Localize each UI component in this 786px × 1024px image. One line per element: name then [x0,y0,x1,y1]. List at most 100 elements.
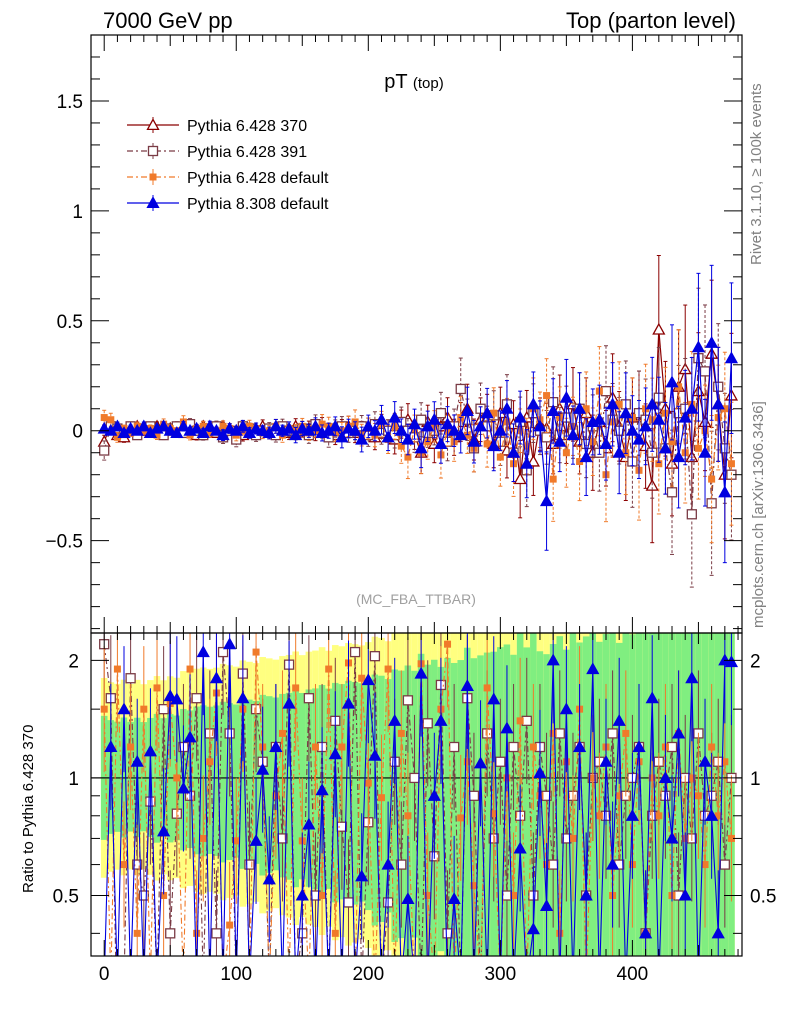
legend-marker [146,118,160,131]
ratio-point-pythia-8-308-default [513,841,527,854]
ratio-point-pythia-6-428-391 [244,859,255,870]
ratio-point-pythia-6-428-default [331,929,339,937]
data-point-pythia-8-308-default [533,419,547,432]
data-point-pythia-6-428-default [107,416,115,424]
ratio-point-pythia-6-428-default [186,665,194,673]
legend-label: Pythia 6.428 370 [187,118,307,135]
ratio-band-green [325,688,332,889]
ratio-band-green [483,652,491,956]
ratio-point-pythia-6-428-391 [422,718,433,729]
ratio-point-pythia-8-308-default [678,888,692,901]
data-point-pythia-8-308-default [421,419,435,432]
ratio-point-pythia-6-428-default [338,743,346,751]
ratio-point-pythia-8-308-default [625,808,640,821]
ratio-point-pythia-8-308-default [586,662,600,675]
ratio-point-pythia-6-428-default [549,729,557,737]
chart-title: pT (top) [384,71,443,93]
ratio-point-pythia-6-428-default [483,684,491,692]
ratio-point-pythia-6-428-default [727,834,735,842]
ratio-point-pythia-6-428-391 [125,673,136,684]
ratio-point-pythia-8-308-default [487,692,501,705]
ratio-point-pythia-8-308-default [672,726,686,739]
ratio-point-pythia-6-428-default [516,717,524,725]
data-point-pythia-6-428-391 [415,414,427,425]
data-point-pythia-8-308-default [566,428,580,441]
data-point-pythia-6-428-default [100,414,108,422]
ratio-y-tick-label-right: 1 [750,769,761,790]
data-point-pythia-6-428-391 [686,509,697,520]
data-point-pythia-6-428-default [727,460,735,468]
data-point-pythia-6-428-370 [652,322,666,335]
ratio-point-pythia-8-308-default [282,696,296,709]
ratio-point-pythia-6-428-391 [349,646,361,658]
ratio-point-pythia-8-308-default [460,679,474,691]
ratio-point-pythia-8-308-default [262,872,276,885]
legend-item-pythia-6-428-default: Pythia 6.428 default [127,169,329,187]
data-point-pythia-8-308-default [454,428,468,441]
ratio-point-pythia-6-428-default [311,743,319,751]
x-tick-label: 200 [352,964,384,985]
ratio-point-pythia-6-428-391 [607,728,618,739]
ratio-point-pythia-8-308-default [328,747,342,760]
data-point-pythia-6-428-default [113,433,121,441]
data-point-pythia-6-428-default [397,442,405,450]
header-left: 7000 GeV pp [103,8,233,33]
data-point-pythia-8-308-default [388,410,402,423]
data-point-pythia-8-308-default [467,434,481,447]
data-point-pythia-8-308-default [170,426,184,438]
main-series-group [97,255,739,588]
ratio-point-pythia-8-308-default [401,892,415,904]
y-tick-label: 0 [72,422,83,443]
ratio-point-pythia-6-428-391 [158,704,169,715]
ratio-band-green [265,696,273,873]
data-point-pythia-8-308-default [718,485,732,498]
ratio-point-pythia-8-308-default [388,714,402,726]
ratio-point-pythia-8-308-default [209,671,224,684]
ratio-point-pythia-8-308-default [355,869,369,882]
legend-label: Pythia 8.308 default [187,196,329,213]
ratio-point-pythia-6-428-default [595,812,603,820]
data-point-pythia-8-308-default [236,419,250,432]
data-point-pythia-6-428-default [490,409,498,417]
data-point-pythia-8-308-default [480,406,494,419]
data-point-pythia-8-308-default [665,375,679,388]
ratio-point-pythia-6-428-391 [303,693,315,704]
ratio-point-pythia-6-428-default [193,929,201,937]
ratio-point-pythia-6-428-default [708,743,716,751]
data-point-pythia-8-308-default [447,423,461,436]
ratio-point-pythia-6-428-default [140,705,148,713]
ratio-band-green [351,682,359,905]
ratio-point-pythia-8-308-default [658,771,673,783]
ratio-point-pythia-6-428-default [701,861,709,869]
data-point-pythia-8-308-default [705,335,719,348]
ratio-point-pythia-6-428-default [378,794,386,802]
ratio-point-pythia-8-308-default [295,888,309,901]
data-point-pythia-6-428-default [655,460,663,468]
ratio-band-green [444,657,451,956]
ratio-point-pythia-8-308-default [638,926,653,939]
data-point-pythia-8-308-default [652,412,666,425]
data-point-pythia-8-308-default [645,397,659,410]
ratio-point-pythia-8-308-default [685,671,699,684]
ratio-point-pythia-8-308-default [170,692,184,705]
ratio-point-pythia-6-428-default [694,792,702,800]
ratio-band-green [213,705,220,856]
data-point-pythia-8-308-default [401,432,415,445]
ratio-band-green [384,679,392,913]
data-point-pythia-6-428-391 [99,445,110,456]
data-point-pythia-6-428-default [721,405,729,413]
ratio-point-pythia-8-308-default [724,655,739,668]
legend-label: Pythia 6.428 391 [187,144,307,161]
ratio-point-pythia-6-428-391 [211,928,222,939]
data-point-pythia-8-308-default [209,423,224,436]
ratio-band-green [219,701,227,863]
data-point-pythia-8-308-default [619,406,633,419]
ratio-point-pythia-8-308-default [130,754,144,767]
ratio-point-pythia-8-308-default [302,817,316,830]
ratio-point-pythia-8-308-default [473,756,488,769]
ratio-band-green [582,636,590,956]
data-point-pythia-8-308-default [163,423,177,436]
ratio-point-pythia-8-308-default [256,762,270,775]
ratio-point-pythia-6-428-391 [224,728,235,739]
data-point-pythia-8-308-default [678,410,692,423]
